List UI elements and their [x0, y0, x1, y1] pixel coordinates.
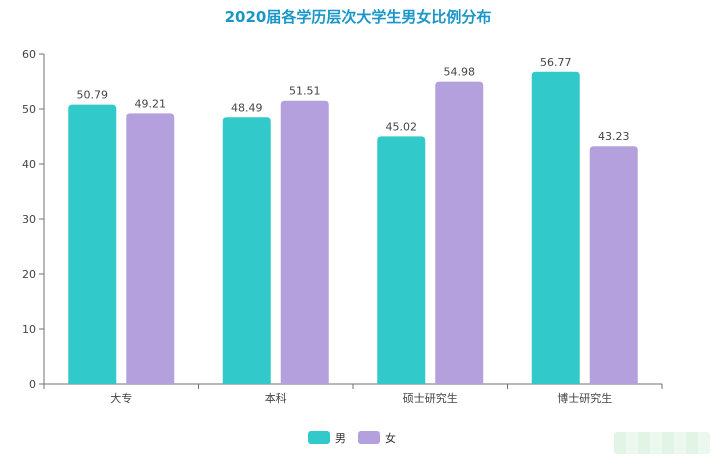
bar: [68, 104, 117, 384]
x-tick-label: 本科: [265, 391, 287, 405]
bar: [280, 100, 329, 384]
y-tick-label: 60: [22, 48, 36, 61]
legend-label: 男: [335, 432, 346, 445]
x-tick-label: 博士研究生: [557, 391, 612, 405]
y-tick-label: 0: [29, 378, 36, 391]
legend-label: 女: [385, 431, 396, 445]
data-label: 54.98: [444, 66, 476, 79]
data-label: 45.02: [386, 120, 418, 133]
legend-swatch: [358, 431, 380, 444]
bar: [435, 81, 484, 385]
x-tick-label: 大专: [110, 391, 132, 405]
y-tick-label: 40: [22, 158, 36, 171]
y-tick-label: 50: [22, 103, 36, 116]
bar: [531, 71, 580, 384]
y-tick-label: 30: [22, 213, 36, 226]
data-label: 56.77: [540, 56, 572, 69]
data-label: 51.51: [289, 85, 321, 98]
chart-title: 2020届各学历层次大学生男女比例分布: [224, 8, 492, 26]
y-tick-label: 20: [22, 268, 36, 281]
data-label: 50.79: [77, 89, 109, 102]
data-label: 48.49: [231, 101, 263, 114]
watermark: [614, 432, 710, 454]
bar: [377, 136, 426, 384]
bar: [589, 146, 638, 384]
data-label: 49.21: [135, 97, 167, 110]
bar: [222, 117, 271, 385]
legend-swatch: [308, 431, 330, 444]
x-tick-label: 硕士研究生: [403, 391, 458, 405]
bar: [126, 113, 175, 384]
data-label: 43.23: [598, 130, 630, 143]
y-tick-label: 10: [22, 323, 36, 336]
